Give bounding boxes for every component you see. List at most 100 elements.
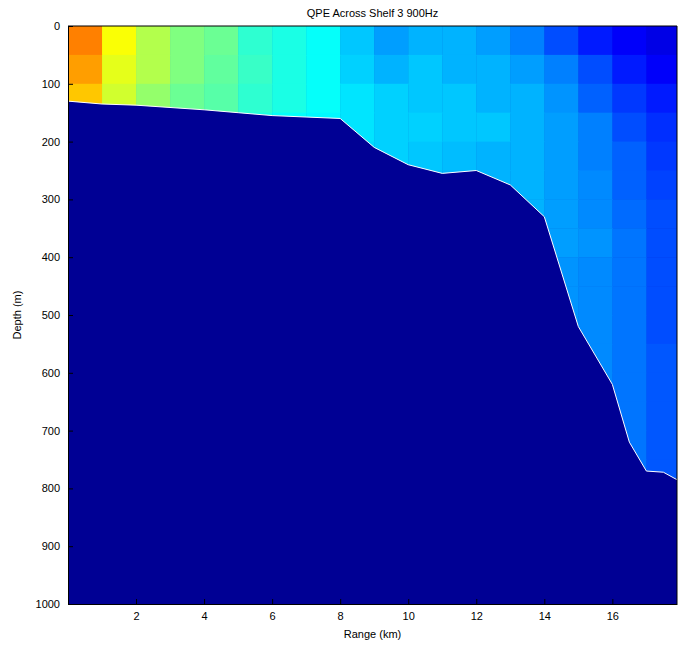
y-tick-label: 300 bbox=[42, 193, 60, 205]
cell bbox=[510, 55, 545, 84]
cell bbox=[646, 315, 677, 344]
cell bbox=[646, 55, 677, 84]
cell bbox=[442, 26, 477, 55]
x-tick-label: 16 bbox=[607, 610, 619, 622]
cell bbox=[238, 26, 273, 55]
cell bbox=[578, 171, 613, 200]
cell bbox=[646, 199, 677, 228]
cell bbox=[544, 142, 579, 171]
cell bbox=[578, 84, 613, 113]
cell bbox=[544, 55, 579, 84]
cell bbox=[272, 84, 307, 113]
x-tick-mark bbox=[136, 599, 137, 604]
cell bbox=[612, 286, 647, 315]
y-tick-mark bbox=[68, 257, 73, 258]
cell bbox=[544, 199, 579, 228]
cell bbox=[612, 142, 647, 171]
y-tick-label: 800 bbox=[42, 482, 60, 494]
cell bbox=[646, 171, 677, 200]
x-tick-mark bbox=[408, 599, 409, 604]
x-tick-mark bbox=[544, 599, 545, 604]
cell bbox=[204, 26, 239, 55]
y-tick-mark bbox=[68, 315, 73, 316]
y-tick-mark bbox=[68, 26, 73, 27]
cell bbox=[476, 55, 511, 84]
y-tick: 600 bbox=[42, 367, 73, 379]
cell bbox=[408, 84, 443, 113]
x-axis-line bbox=[69, 604, 678, 605]
cell bbox=[340, 26, 375, 55]
cell bbox=[612, 315, 647, 344]
cell bbox=[306, 26, 341, 55]
cell bbox=[510, 26, 545, 55]
y-tick-label: 1000 bbox=[36, 598, 60, 610]
cell bbox=[408, 113, 443, 142]
cell bbox=[646, 26, 677, 55]
seabed-line bbox=[68, 101, 677, 480]
y-tick-mark bbox=[68, 604, 73, 605]
cell bbox=[306, 55, 341, 84]
x-tick: 8 bbox=[338, 599, 344, 622]
y-tick: 200 bbox=[42, 136, 73, 148]
x-tick-mark bbox=[204, 599, 205, 604]
cell bbox=[340, 55, 375, 84]
cell bbox=[374, 55, 409, 84]
cell bbox=[612, 171, 647, 200]
cell bbox=[510, 84, 545, 113]
cell bbox=[578, 286, 613, 315]
chart: 2468101214160100200300400500600700800900… bbox=[0, 0, 685, 648]
cell bbox=[272, 55, 307, 84]
cell bbox=[510, 142, 545, 171]
x-tick-label: 14 bbox=[539, 610, 551, 622]
cell bbox=[646, 344, 677, 373]
y-tick-mark bbox=[68, 142, 73, 143]
cell bbox=[612, 199, 647, 228]
y-axis: 01002003004005006007008009001000 bbox=[36, 20, 73, 610]
x-tick: 14 bbox=[539, 599, 551, 622]
cell bbox=[612, 113, 647, 142]
y-axis-title: Depth (m) bbox=[11, 291, 23, 340]
cell bbox=[578, 199, 613, 228]
cell bbox=[646, 373, 677, 402]
x-tick: 10 bbox=[403, 599, 415, 622]
cell bbox=[238, 55, 273, 84]
cell bbox=[408, 26, 443, 55]
cell bbox=[612, 257, 647, 286]
y-tick-label: 600 bbox=[42, 367, 60, 379]
x-tick: 2 bbox=[133, 599, 139, 622]
cell bbox=[238, 84, 273, 113]
x-tick-mark bbox=[612, 599, 613, 604]
y-tick: 1000 bbox=[36, 598, 73, 610]
cell bbox=[476, 142, 511, 171]
cell bbox=[476, 84, 511, 113]
cell bbox=[442, 84, 477, 113]
plot-background bbox=[68, 26, 677, 604]
x-tick-label: 4 bbox=[202, 610, 208, 622]
y-tick: 700 bbox=[42, 425, 73, 437]
cell bbox=[408, 55, 443, 84]
y-tick: 300 bbox=[42, 193, 73, 205]
y-tick-mark bbox=[68, 488, 73, 489]
cell bbox=[612, 84, 647, 113]
cell bbox=[544, 171, 579, 200]
cell bbox=[578, 228, 613, 257]
cell bbox=[442, 55, 477, 84]
cell bbox=[102, 26, 137, 55]
cell bbox=[612, 26, 647, 55]
cell bbox=[578, 257, 613, 286]
y-tick-mark bbox=[68, 199, 73, 200]
cell bbox=[646, 142, 677, 171]
cell bbox=[442, 113, 477, 142]
y-tick-mark bbox=[68, 373, 73, 374]
cell bbox=[544, 26, 579, 55]
x-axis-title: Range (km) bbox=[344, 628, 401, 640]
y-tick-label: 400 bbox=[42, 251, 60, 263]
cell bbox=[646, 431, 677, 460]
x-axis: 246810121416 bbox=[69, 599, 678, 622]
plot: 2468101214160100200300400500600700800900… bbox=[36, 20, 678, 622]
x-tick-label: 6 bbox=[270, 610, 276, 622]
y-tick: 400 bbox=[42, 251, 73, 263]
x-tick-mark bbox=[340, 599, 341, 604]
cell bbox=[374, 84, 409, 113]
cell bbox=[646, 84, 677, 113]
